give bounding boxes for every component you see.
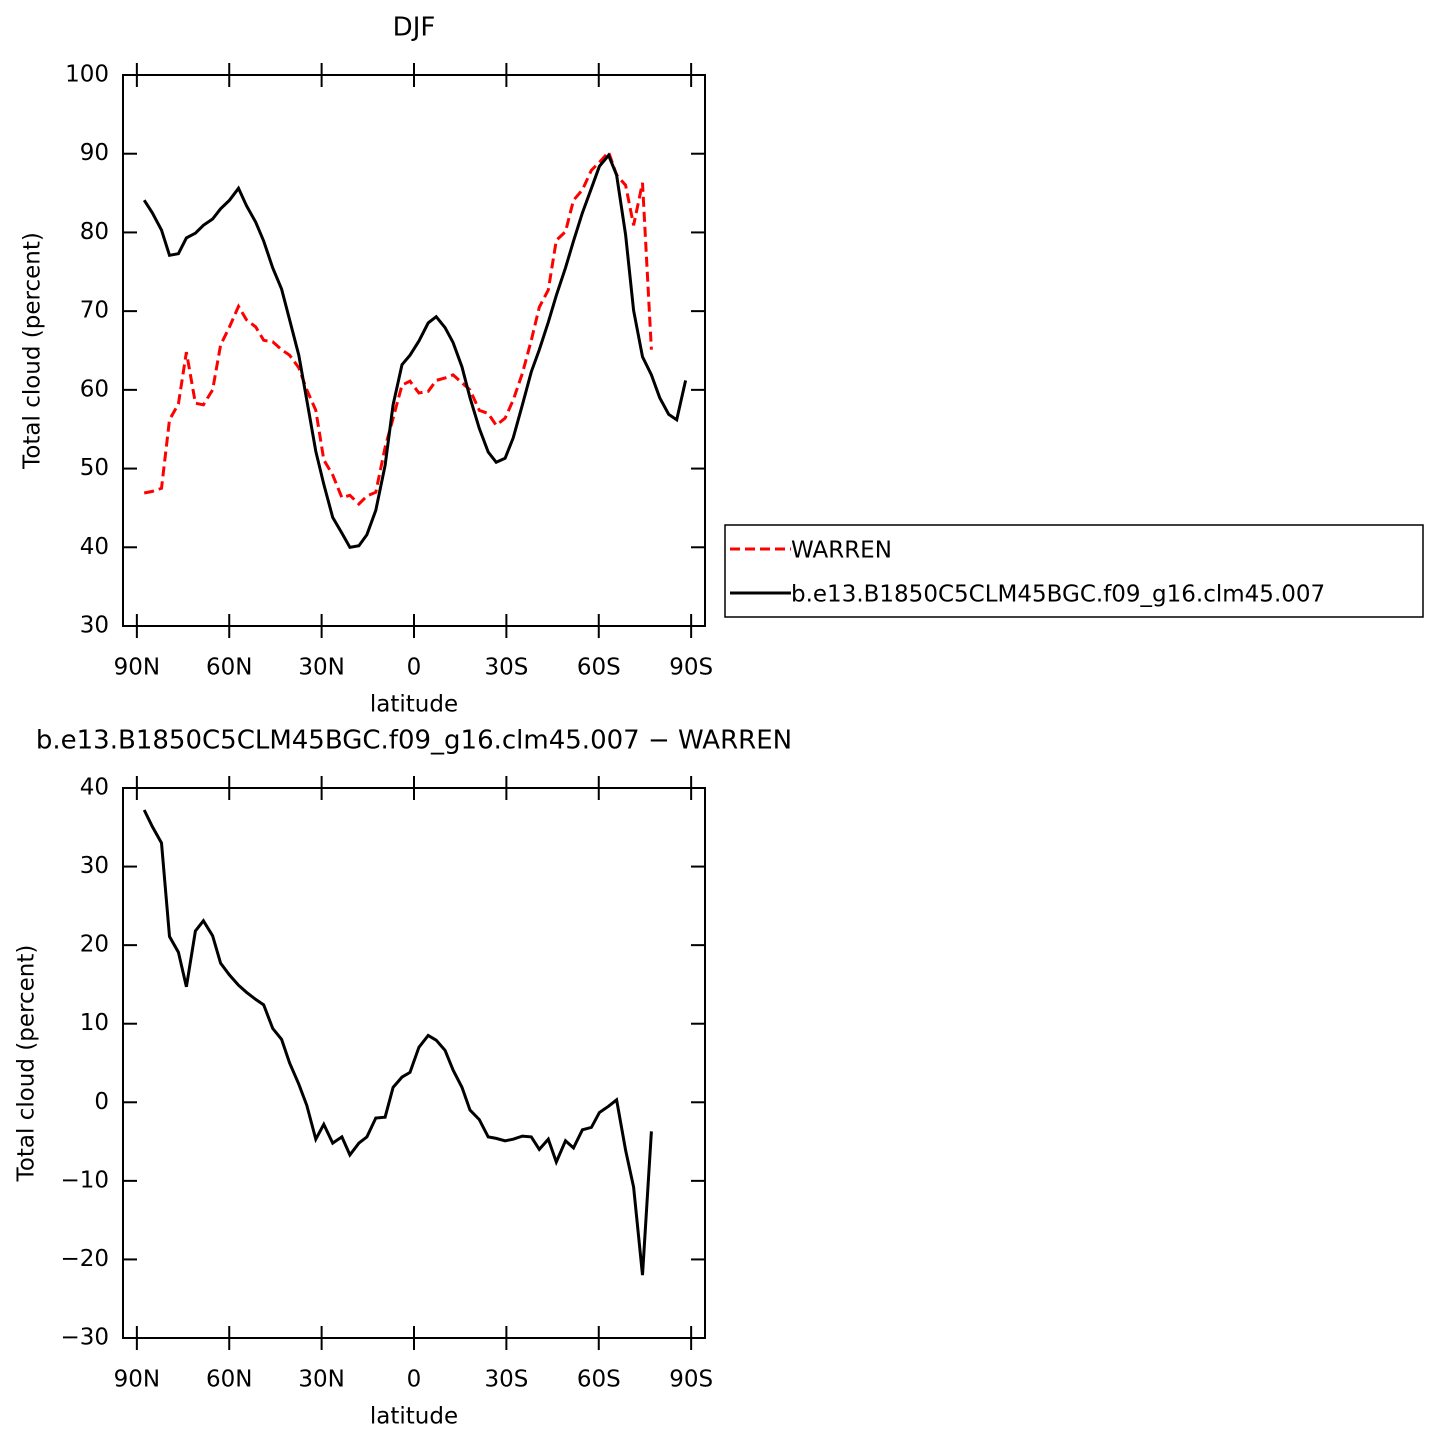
y-tick-label: −30 (60, 1325, 109, 1351)
x-tick-label: 90N (114, 655, 160, 681)
y-tick-label: 10 (80, 1010, 109, 1036)
data-line (143, 149, 653, 507)
legend-label: WARREN (791, 538, 892, 564)
y-tick-label: 20 (80, 932, 109, 958)
panel: DJF latitude Total cloud (percent) 90N 60N 30… (20, 13, 1424, 718)
legend-label: b.e13.B1850C5CLM45BGC.f09_g16.clm45.007 (791, 582, 1325, 608)
y-axis-label: Total cloud (percent) (14, 945, 40, 1183)
y-tick-label: −20 (60, 1246, 109, 1272)
x-tick-label: 30N (298, 1367, 344, 1393)
y-tick-label: 30 (80, 853, 109, 879)
x-tick-label: 60N (206, 655, 252, 681)
y-tick-label: −10 (60, 1167, 109, 1193)
x-axis-label: latitude (370, 692, 458, 718)
y-tick-label: 40 (80, 534, 109, 560)
x-tick-label: 90S (669, 655, 713, 681)
data-line (142, 809, 653, 1276)
legend-box (724, 524, 1424, 618)
x-tick-label: 0 (407, 1367, 422, 1393)
chart-title: b.e13.B1850C5CLM45BGC.f09_g16.clm45.007 … (36, 726, 792, 756)
x-axis-label: latitude (370, 1404, 458, 1430)
x-tick-label: 60S (577, 1367, 621, 1393)
legend: WARREN b.e13.B1850C5CLM45BGC.f09_g16.clm4… (724, 524, 1424, 618)
y-tick-label: 50 (80, 455, 109, 481)
y-tick-label: 70 (80, 298, 109, 324)
x-tick-label: 60S (577, 655, 621, 681)
y-tick-label: 40 (80, 775, 109, 801)
y-tick-label: 80 (80, 219, 109, 245)
x-tick-label: 30N (298, 655, 344, 681)
y-tick-label: 60 (80, 376, 109, 402)
x-tick-label: 30S (484, 655, 528, 681)
x-tick-label: 90S (669, 1367, 713, 1393)
x-tick-label: 90N (114, 1367, 160, 1393)
data-line (142, 152, 688, 549)
x-tick-label: 0 (407, 655, 422, 681)
y-tick-label: 100 (65, 62, 109, 88)
y-tick-label: 90 (80, 140, 109, 166)
y-axis-label: Total cloud (percent) (20, 232, 46, 470)
panel: b.e13.B1850C5CLM45BGC.f09_g16.clm45.007 … (14, 726, 793, 1430)
x-tick-label: 30S (484, 1367, 528, 1393)
y-tick-label: 30 (80, 613, 109, 639)
chart-title: DJF (393, 13, 436, 43)
x-tick-label: 60N (206, 1367, 252, 1393)
y-tick-label: 0 (94, 1089, 109, 1115)
